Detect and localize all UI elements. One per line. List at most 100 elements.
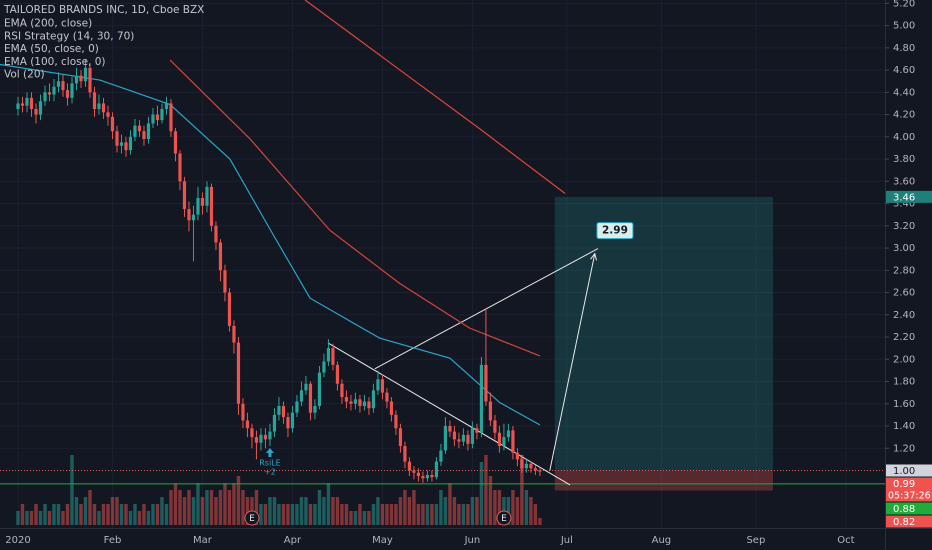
volume-bar: [277, 504, 281, 525]
candle-body: [488, 401, 493, 421]
x-tick-label: Jul: [560, 535, 573, 546]
volume-bar: [160, 497, 164, 525]
volume-bar: [182, 497, 187, 525]
volume-bar: [389, 504, 394, 525]
volume-bar: [434, 504, 439, 525]
candle-body: [385, 392, 389, 402]
volume-bar: [20, 504, 25, 525]
volume-bar: [457, 504, 461, 525]
volume-bar: [475, 497, 479, 525]
candle-body: [110, 116, 115, 132]
volume-bar: [254, 490, 259, 525]
grid: [0, 0, 885, 528]
trendline: [327, 342, 571, 486]
volume-bar: [169, 490, 173, 525]
x-tick-label: Aug: [652, 535, 672, 546]
candle-body: [74, 75, 79, 84]
candle-body: [232, 325, 236, 343]
volume-bar: [79, 504, 83, 525]
volume-bar: [268, 497, 272, 525]
candle-body: [56, 81, 61, 87]
volume-bar: [295, 504, 299, 525]
y-tick-label: 1.60: [893, 399, 915, 410]
candle-body: [529, 463, 533, 469]
candles: [16, 58, 542, 483]
candle-body: [151, 114, 155, 124]
candle-body: [425, 474, 430, 479]
ema-line: [169, 59, 541, 357]
candle-body: [250, 428, 254, 438]
volume-bar: [520, 455, 524, 525]
volume-bar: [484, 455, 488, 525]
volume-bar: [367, 511, 371, 525]
candle-body: [92, 92, 97, 110]
volume-bar: [452, 497, 457, 525]
y-tick-label: 1.20: [893, 443, 915, 454]
candle-body: [205, 186, 209, 206]
candle-body: [70, 83, 74, 98]
candle-body: [133, 125, 137, 137]
price-badge: [886, 502, 932, 515]
candle-body: [398, 428, 403, 447]
volume-bar: [164, 504, 169, 525]
volume-bar: [74, 497, 79, 525]
legend-item: Vol (20): [4, 69, 45, 81]
volume-bar: [25, 511, 29, 525]
x-tick-label: Mar: [193, 535, 213, 546]
candle-body: [128, 136, 133, 151]
candle-body: [160, 109, 164, 121]
volume-bar: [115, 497, 119, 525]
candle-body: [223, 270, 227, 293]
volume-bar: [353, 511, 358, 525]
candle-body: [308, 383, 313, 413]
candle-body: [146, 123, 151, 140]
candle-body: [295, 401, 299, 413]
volume-bar: [110, 497, 115, 525]
volume-bar: [290, 504, 295, 525]
y-tick-label: 1.80: [893, 377, 915, 388]
legend-item: EMA (100, close, 0): [4, 56, 106, 68]
candle-body: [142, 131, 146, 140]
candle-body: [214, 225, 218, 243]
candle-body: [389, 401, 394, 415]
volume-bar: [331, 497, 335, 525]
candle-body: [340, 383, 344, 398]
ema-line: [0, 63, 541, 426]
candle-body: [263, 434, 268, 440]
candle-body: [29, 97, 34, 110]
volume-bar: [317, 490, 322, 525]
candle-body: [34, 109, 38, 115]
volume-bar: [151, 504, 155, 525]
volume-bar: [232, 483, 236, 525]
volume-bar: [308, 504, 313, 525]
candle-body: [178, 153, 182, 182]
y-tick-label: 2.60: [893, 288, 915, 299]
price-badge: [886, 515, 932, 528]
volume-bar: [196, 483, 200, 525]
volume-bar: [263, 504, 268, 525]
candle-body: [371, 390, 376, 409]
candle-body: [259, 434, 263, 443]
legend-item: EMA (50, close, 0): [4, 43, 99, 55]
volume-bar: [209, 490, 214, 525]
candle-body: [484, 364, 488, 402]
volume-bar: [191, 497, 196, 525]
volume-bar: [142, 504, 146, 525]
candle-body: [88, 67, 92, 93]
price-badge: [886, 477, 932, 502]
price-badge-label: 0.99: [893, 479, 915, 490]
trendline: [374, 248, 599, 370]
volume-bar: [124, 504, 128, 525]
target-label-box: [596, 222, 634, 240]
candle-body: [277, 405, 281, 415]
volume-bar: [421, 504, 425, 525]
candle-body: [191, 214, 196, 221]
volume-bar: [272, 497, 277, 525]
volume-bar: [155, 504, 160, 525]
volume-bar: [218, 490, 223, 525]
volume-bar: [236, 476, 241, 525]
candle-body: [38, 101, 43, 115]
candle-body: [299, 390, 304, 402]
x-tick-label: Sep: [746, 535, 765, 546]
